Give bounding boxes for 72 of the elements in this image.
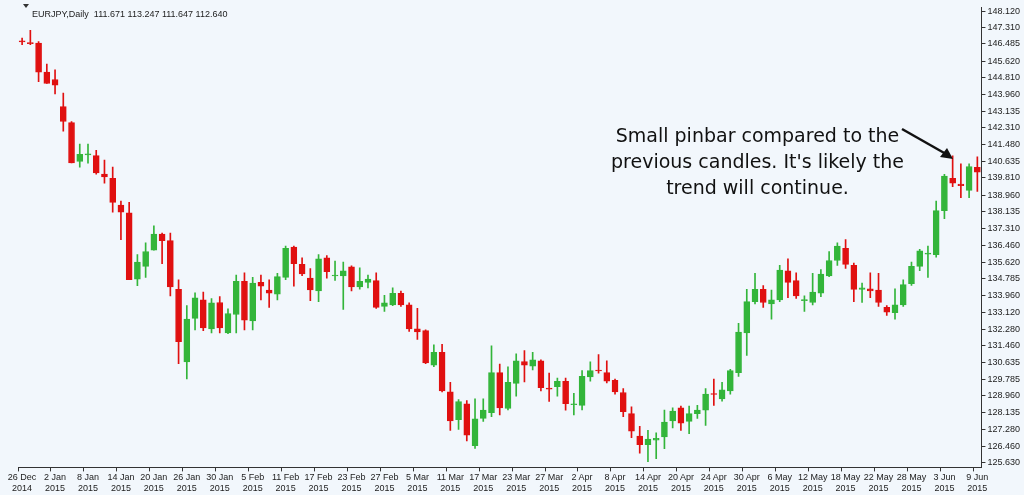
x-tick-label: 6 May 2015	[767, 472, 793, 494]
x-tick-label: 27 Feb 2015	[370, 472, 399, 494]
candlestick	[18, 37, 26, 46]
y-tick-label: 125.630	[987, 457, 1021, 468]
x-tick-label: 28 May 2015	[896, 472, 927, 494]
x-tick-label: 24 Apr 2015	[700, 472, 727, 494]
candlestick	[924, 245, 932, 278]
x-tick-label: 9 Jun 2015	[966, 472, 989, 494]
annotation: Small pinbar compared to the previous candles. It's likely the trend will continue.	[610, 123, 905, 200]
y-tick-label: 133.960	[987, 289, 1021, 300]
x-tick-label: 3 Jun 2015	[933, 472, 956, 494]
x-tick-label: 2 Jan 2015	[44, 472, 67, 494]
y-tick-label: 128.135	[987, 406, 1021, 417]
y-tick-label: 143.135	[987, 105, 1021, 116]
x-tick-label: 26 Jan 2015	[173, 472, 201, 494]
chart-title: EURJPY,Daily 111.671 113.247 111.647 112.640	[32, 8, 228, 19]
y-tick-label: 131.460	[987, 340, 1021, 351]
x-tick-label: 20 Jan 2015	[140, 472, 168, 494]
x-tick-label: 26 Dec 2014	[7, 472, 37, 494]
y-tick-label: 137.310	[987, 222, 1021, 233]
candlestick	[545, 372, 553, 402]
x-tick-label: 14 Jan 2015	[107, 472, 135, 494]
x-tick-label: 17 Mar 2015	[469, 472, 498, 494]
y-tick-label: 148.120	[987, 5, 1021, 16]
y-tick-label: 138.960	[987, 189, 1021, 200]
y-tick-label: 136.460	[987, 239, 1021, 250]
x-tick-label: 22 May 2015	[863, 472, 894, 494]
candlestick	[858, 282, 866, 303]
x-tick-label: 30 Jan 2015	[206, 472, 234, 494]
x-tick-label: 23 Mar 2015	[502, 472, 531, 494]
x-tick-label: 5 Mar 2015	[405, 472, 429, 494]
candlestick	[570, 392, 578, 416]
y-tick-label: 143.960	[987, 89, 1021, 100]
y-tick-label: 141.480	[987, 138, 1021, 149]
y-tick-label: 128.960	[987, 390, 1021, 401]
y-tick-label: 140.635	[987, 155, 1021, 166]
y-tick-label: 138.135	[987, 206, 1021, 217]
y-tick-label: 147.310	[987, 21, 1021, 32]
x-tick-label: 12 May 2015	[797, 472, 828, 494]
x-tick-label: 5 Feb 2015	[241, 472, 265, 494]
y-tick-label: 130.635	[987, 356, 1021, 367]
x-tick-label: 18 May 2015	[830, 472, 861, 494]
y-tick-label: 145.620	[987, 55, 1021, 66]
x-tick-label: 8 Jan 2015	[76, 472, 100, 494]
x-tick-label: 8 Apr 2015	[604, 472, 626, 494]
candlestick	[257, 274, 265, 301]
candlestick	[331, 260, 339, 281]
candlestick	[356, 267, 364, 290]
x-tick-label: 30 Apr 2015	[733, 472, 760, 494]
x-tick-label: 11 Mar 2015	[436, 472, 464, 494]
x-tick-label: 23 Feb 2015	[337, 472, 366, 494]
x-tick-label: 20 Apr 2015	[667, 472, 694, 494]
y-tick-label: 134.785	[987, 273, 1021, 284]
candlestick	[866, 272, 874, 298]
y-tick-label: 129.785	[987, 373, 1021, 384]
x-tick-label: 11 Feb 2015	[271, 472, 300, 494]
y-tick-label: 142.310	[987, 122, 1021, 133]
x-tick-label: 17 Feb 2015	[304, 472, 333, 494]
x-tick-label: 2 Apr 2015	[571, 472, 593, 494]
y-tick-label: 135.620	[987, 256, 1021, 267]
x-tick-label: 14 Apr 2015	[634, 472, 661, 494]
y-tick-label: 139.810	[987, 172, 1021, 183]
y-tick-label: 144.810	[987, 71, 1021, 82]
y-tick-label: 126.460	[987, 440, 1021, 451]
candlestick	[339, 261, 347, 310]
y-tick-label: 133.120	[987, 306, 1021, 317]
y-tick-label: 146.485	[987, 38, 1021, 49]
candlestick	[84, 143, 92, 164]
y-tick-label: 127.280	[987, 424, 1021, 435]
y-tick-label: 132.280	[987, 323, 1021, 334]
x-tick-label: 27 Mar 2015	[535, 472, 564, 494]
candlestick	[652, 432, 660, 459]
